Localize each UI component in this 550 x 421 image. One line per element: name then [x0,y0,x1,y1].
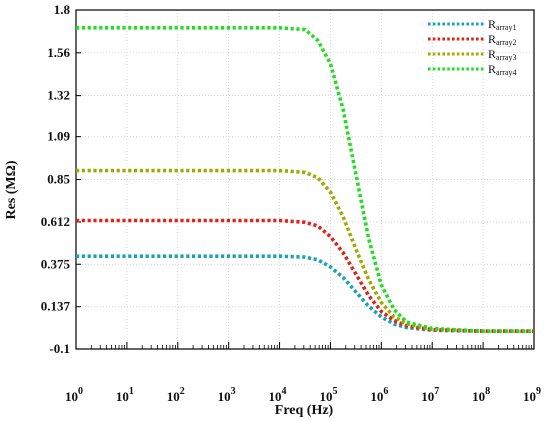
x-tick-label: 109 [523,386,541,404]
x-tick-label: 103 [218,386,236,404]
legend-label-array4: Rarray4 [488,62,516,77]
y-tick-label: -0.1 [49,341,70,356]
legend-label-array1: Rarray1 [488,17,516,32]
x-tick-label: 106 [370,386,388,404]
series-line-array1 [76,254,534,334]
y-tick-label: 1.56 [47,45,70,60]
legend-label-array2: Rarray2 [488,32,516,47]
x-tick-label: 102 [167,386,185,404]
x-tick-label: 104 [269,386,287,404]
y-tick-label: 0.375 [41,256,71,271]
y-tick-label: 0.612 [41,214,70,229]
series-line-array2 [76,218,534,334]
x-tick-label: 100 [65,386,83,404]
series-layer [76,25,534,334]
y-tick-label: 1.32 [47,88,70,103]
x-tick-label: 107 [421,386,439,404]
series-line-array3 [76,168,534,334]
legend-label-array3: Rarray3 [488,47,516,62]
y-tick-label: 0.85 [47,172,70,187]
y-axis-label: Res (MΩ) [4,160,19,219]
x-axis-ticks: 100 101 102 103 104 105 106 107 108 109 [65,342,541,404]
y-tick-label: 0.137 [41,299,71,314]
x-tick-label: 108 [472,386,490,404]
y-tick-label: 1.8 [54,2,71,17]
series-line-array4 [76,25,534,334]
y-tick-label: 1.09 [47,129,70,144]
x-tick-label: 105 [319,386,337,404]
x-axis-label: Freq (Hz) [275,403,334,418]
x-tick-label: 101 [116,386,134,404]
y-axis-ticks: 1.8 1.56 1.32 1.09 0.85 0.612 0.375 0.137 -0.1 [41,2,81,356]
